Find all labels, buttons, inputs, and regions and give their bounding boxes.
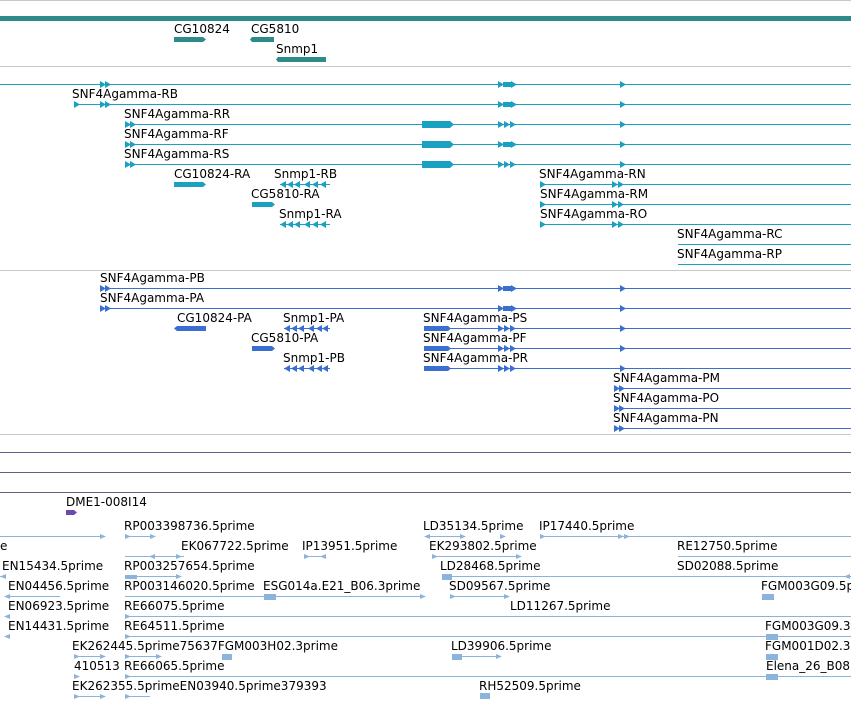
track-divider bbox=[0, 66, 851, 67]
transcript-label[interactable]: SNF4Agamma-RS bbox=[124, 147, 230, 161]
transcript-label[interactable]: Snmp1-PB bbox=[283, 351, 345, 365]
transcript-label[interactable]: Snmp1-PA bbox=[283, 311, 345, 325]
transcript-label[interactable]: SNF4Agamma-PO bbox=[613, 391, 720, 405]
transcript-label[interactable]: SNF4Agamma-RB bbox=[72, 87, 178, 101]
est-label[interactable]: e bbox=[0, 539, 8, 553]
est-label[interactable]: SD02088.5prime bbox=[677, 559, 779, 573]
transcript-label[interactable]: SNF4Agamma-PN bbox=[613, 411, 719, 425]
transcript-label[interactable]: SNF4Agamma-PB bbox=[100, 271, 205, 285]
est-label[interactable]: IP13951.5prime bbox=[302, 539, 398, 553]
est-label[interactable]: EK067722.5prime bbox=[181, 539, 289, 553]
transcript-label[interactable]: SNF4Agamma-RP bbox=[677, 247, 782, 261]
transcript-label[interactable]: CG5810-RA bbox=[251, 187, 320, 201]
transcript-label[interactable]: SNF4Agamma-RF bbox=[124, 127, 229, 141]
est-label[interactable]: LD39906.5prime bbox=[451, 639, 552, 653]
transcript-label[interactable]: Snmp1-RA bbox=[279, 207, 342, 221]
transcript-label[interactable]: CG5810-PA bbox=[251, 331, 319, 345]
est-label[interactable]: FGM003G09.3 bbox=[765, 619, 851, 633]
est-label[interactable]: EN04456.5prime bbox=[8, 579, 110, 593]
est-label[interactable]: RH52509.5prime bbox=[479, 679, 581, 693]
transcript-label[interactable]: CG10824-RA bbox=[174, 167, 251, 181]
est-label[interactable]: EK262445.5prime75637FGM003H02.3prime bbox=[72, 639, 338, 653]
est-label[interactable]: EK262355.5primeEN03940.5prime379393 bbox=[72, 679, 327, 693]
transcript-label[interactable]: SNF4Agamma-PF bbox=[423, 331, 527, 345]
gene-span-bar[interactable] bbox=[0, 16, 851, 21]
track-divider bbox=[0, 472, 851, 473]
gene-label[interactable]: CG5810 bbox=[251, 22, 300, 36]
gene-label[interactable]: CG10824 bbox=[174, 22, 230, 36]
clone-label[interactable]: DME1-008I14 bbox=[66, 495, 147, 509]
track-divider bbox=[0, 452, 851, 453]
est-label[interactable]: FGM003G09.5p bbox=[761, 579, 851, 593]
transcript-label[interactable]: SNF4Agamma-RR bbox=[124, 107, 231, 121]
est-label[interactable]: IP17440.5prime bbox=[539, 519, 635, 533]
transcript-label[interactable]: SNF4Agamma-RC bbox=[677, 227, 783, 241]
track-divider bbox=[0, 492, 851, 493]
est-label[interactable]: RP003398736.5prime bbox=[124, 519, 255, 533]
est-label[interactable]: Elena_26_B08 bbox=[766, 659, 851, 673]
transcript-label[interactable]: Snmp1-RB bbox=[274, 167, 338, 181]
transcript-label[interactable]: SNF4Agamma-RM bbox=[540, 187, 649, 201]
track-divider bbox=[0, 270, 851, 271]
est-label[interactable]: RE12750.5prime bbox=[677, 539, 778, 553]
est-label[interactable]: SD09567.5prime bbox=[449, 579, 551, 593]
est-label[interactable]: LD35134.5prime bbox=[423, 519, 524, 533]
est-label[interactable]: LD28468.5prime bbox=[440, 559, 541, 573]
est-label[interactable]: LD11267.5prime bbox=[510, 599, 611, 613]
est-label[interactable]: FGM001D02.3 bbox=[765, 639, 851, 653]
est-label[interactable]: EK293802.5prime bbox=[429, 539, 537, 553]
est-label[interactable]: RE64511.5prime bbox=[124, 619, 225, 633]
est-label[interactable]: RP003257654.5prime bbox=[124, 559, 255, 573]
est-label[interactable]: EN14431.5prime bbox=[8, 619, 110, 633]
transcript-label[interactable]: SNF4Agamma-PA bbox=[100, 291, 205, 305]
transcript-label[interactable]: SNF4Agamma-PS bbox=[423, 311, 528, 325]
est-label[interactable]: ESG014a.E21_B06.3prime bbox=[263, 579, 421, 593]
est-label[interactable]: EN06923.5prime bbox=[8, 599, 110, 613]
est-label[interactable]: RE66075.5prime bbox=[124, 599, 225, 613]
est-label[interactable]: 410513 bbox=[74, 659, 120, 673]
est-label[interactable]: RE66065.5prime bbox=[124, 659, 225, 673]
transcript-label[interactable]: SNF4Agamma-PM bbox=[613, 371, 720, 385]
transcript-label[interactable]: SNF4Agamma-RO bbox=[540, 207, 648, 221]
transcript-label[interactable]: SNF4Agamma-PR bbox=[423, 351, 528, 365]
transcript-label[interactable]: SNF4Agamma-RN bbox=[539, 167, 646, 181]
est-label[interactable]: EN15434.5prime bbox=[2, 559, 104, 573]
track-divider bbox=[0, 0, 851, 1]
gene-label[interactable]: Snmp1 bbox=[276, 42, 319, 56]
transcript-label[interactable]: CG10824-PA bbox=[177, 311, 252, 325]
track-divider bbox=[0, 434, 851, 435]
est-label[interactable]: RP003146020.5prime bbox=[124, 579, 255, 593]
